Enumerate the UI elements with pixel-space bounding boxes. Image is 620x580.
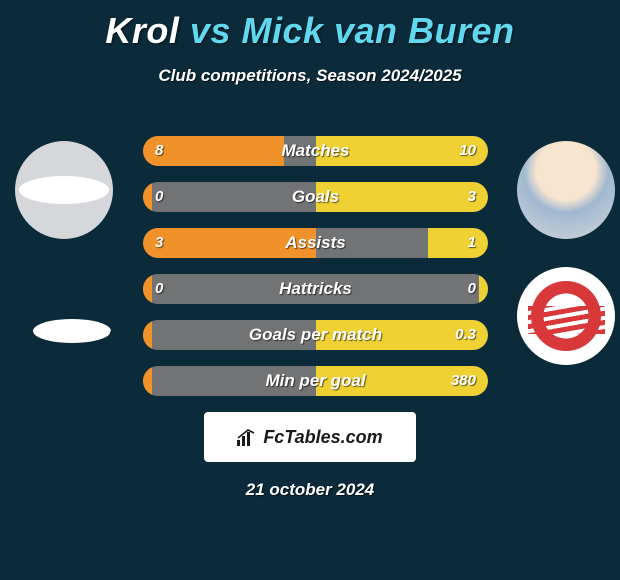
bar-value-right: 0.3 (455, 320, 476, 350)
player1-name: Krol (105, 10, 179, 51)
vs-text: vs (179, 10, 241, 51)
avatar-silhouette-icon (19, 176, 109, 204)
bar-value-right: 10 (459, 136, 476, 166)
bar-label: Assists (143, 228, 488, 258)
bar-label: Goals (143, 182, 488, 212)
left-avatars-column (15, 141, 113, 393)
content-area: Matches810Goals03Assists31Hattricks00Goa… (5, 136, 615, 500)
bar-row: Matches8 10 (143, 136, 488, 166)
footer-brand-text: FcTables.com (263, 427, 382, 448)
footer-brand-box[interactable]: FcTables.com (204, 412, 416, 462)
chart-icon (237, 428, 259, 446)
club-stripes-icon (528, 306, 605, 334)
club-placeholder-icon (33, 319, 111, 343)
player1-club-avatar (15, 267, 113, 365)
player1-avatar (15, 141, 113, 239)
comparison-bars: Matches810Goals03Assists31Hattricks00Goa… (143, 136, 488, 396)
bar-value-right: 3 (468, 182, 476, 212)
bar-value-right: 0 (468, 274, 476, 304)
bar-value-left: 0 (155, 182, 163, 212)
bar-label: Goals per match (143, 320, 488, 350)
date-text: 21 october 2024 (5, 480, 615, 500)
bar-row: Assists3 1 (143, 228, 488, 258)
bar-row: Goals0 3 (143, 182, 488, 212)
player2-avatar (517, 141, 615, 239)
bar-value-left: 3 (155, 228, 163, 258)
bar-label: Min per goal (143, 366, 488, 396)
player2-club-avatar (517, 267, 615, 365)
bar-row: Hattricks0 0 (143, 274, 488, 304)
bar-value-right: 380 (451, 366, 476, 396)
bar-value-right: 1 (468, 228, 476, 258)
bar-value-left: 8 (155, 136, 163, 166)
footer-brand-logo: FcTables.com (237, 427, 382, 448)
player2-name: Mick van Buren (241, 10, 514, 51)
bar-label: Matches (143, 136, 488, 166)
bar-row: Goals per match0.3 (143, 320, 488, 350)
bar-value-left: 0 (155, 274, 163, 304)
subtitle: Club competitions, Season 2024/2025 (5, 66, 615, 86)
bar-row: Min per goal380 (143, 366, 488, 396)
page-title: Krol vs Mick van Buren (5, 10, 615, 52)
right-avatars-column (517, 141, 615, 393)
bar-label: Hattricks (143, 274, 488, 304)
club-badge-icon (531, 281, 601, 351)
